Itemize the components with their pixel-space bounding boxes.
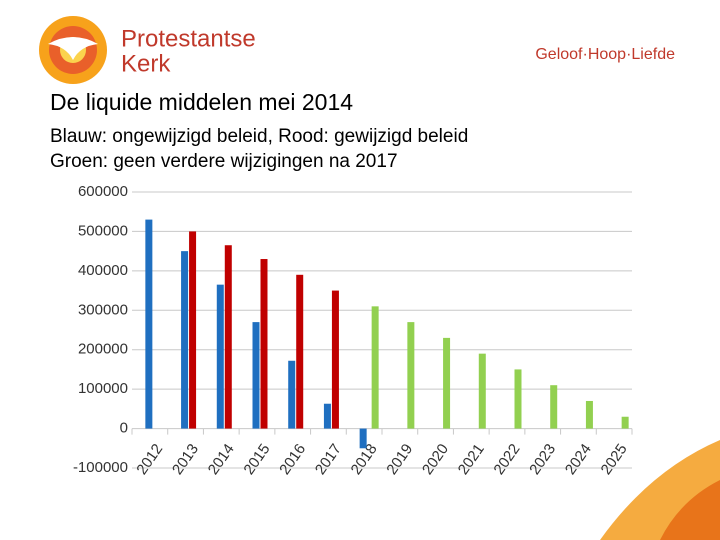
bar: [621, 416, 629, 429]
brand: Protestantse: [121, 25, 256, 52]
y-tick-label: 0: [120, 420, 128, 437]
bar: [216, 284, 224, 429]
subtitle: Blauw: ongewijzigd beleid, Rood: gewijzi…: [50, 126, 468, 147]
y-tick-label: 100000: [78, 380, 128, 397]
bar: [189, 231, 197, 429]
bar: [224, 245, 232, 429]
y-tick-label: 500000: [78, 222, 128, 239]
y-tick-label: -100000: [73, 459, 128, 476]
bar: [323, 403, 331, 429]
bar: [407, 322, 415, 429]
bar: [514, 369, 522, 429]
bar: [585, 400, 593, 429]
y-tick-label: 600000: [78, 183, 128, 200]
bar: [288, 360, 296, 429]
y-tick-label: 200000: [78, 341, 128, 358]
brand: Kerk: [121, 50, 171, 77]
bar: [260, 259, 268, 429]
bar: [443, 337, 451, 429]
bar: [478, 353, 486, 429]
logo: [39, 16, 107, 84]
bar: [331, 290, 339, 429]
bar: [371, 306, 379, 429]
subtitle: Groen: geen verdere wijzigingen na 2017: [50, 151, 398, 172]
bar: [145, 219, 153, 429]
decoration: [660, 480, 720, 540]
chart-title: De liquide middelen mei 2014: [50, 89, 353, 115]
y-tick-label: 300000: [78, 301, 128, 318]
bar: [359, 428, 367, 449]
y-tick-label: 400000: [78, 262, 128, 279]
slogan: Geloof·Hoop·Liefde: [535, 46, 675, 63]
bar: [550, 385, 558, 429]
bar: [181, 251, 189, 429]
bar: [252, 322, 260, 429]
bar: [296, 274, 304, 429]
